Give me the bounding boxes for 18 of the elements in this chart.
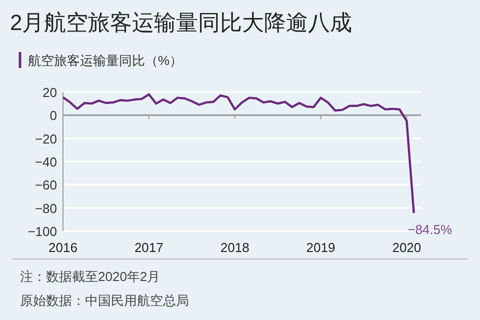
x-tick-label: 2018 bbox=[220, 240, 250, 255]
x-tick-label: 2016 bbox=[48, 240, 78, 255]
y-tick-label: −80 bbox=[34, 200, 57, 216]
y-tick-label: 20 bbox=[42, 85, 57, 100]
annotation: −84.5% bbox=[408, 222, 453, 238]
y-tick-label: −20 bbox=[34, 131, 57, 146]
text: 注：数据截至2020年2月 bbox=[20, 269, 160, 284]
legend-label: 航空旅客运输量同比（%） bbox=[28, 53, 183, 68]
line-series bbox=[62, 93, 415, 214]
chart-title: 2月航空旅客运输量同比大降逾八成 bbox=[10, 10, 352, 35]
x-tick-label: 2017 bbox=[134, 240, 164, 255]
x-tick-label: 2019 bbox=[306, 240, 336, 255]
y-tick-label: −100 bbox=[28, 224, 57, 239]
y-tick-label: −60 bbox=[34, 178, 57, 193]
y-tick-label: 0 bbox=[50, 108, 57, 124]
text: 原始数据：中国民用航空总局 bbox=[20, 293, 189, 308]
y-tick-label: −40 bbox=[34, 154, 57, 170]
x-tick-label: 2020 bbox=[392, 240, 422, 255]
